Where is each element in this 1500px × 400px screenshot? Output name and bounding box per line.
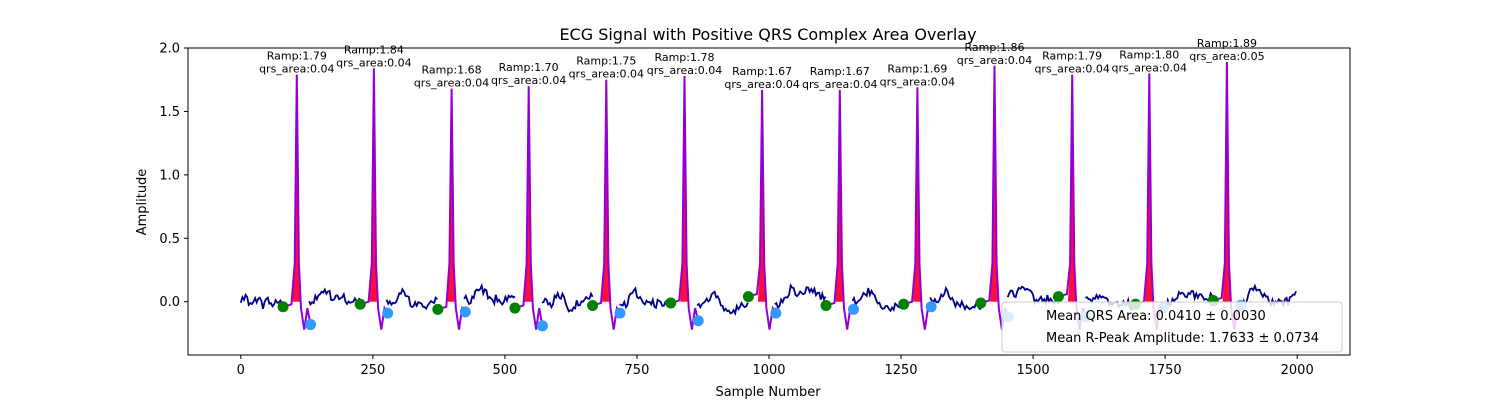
q-point-marker	[975, 297, 987, 309]
r-peak-ramp-label: Ramp:1.79	[1042, 50, 1102, 63]
q-point-marker	[354, 298, 366, 310]
q-point-marker	[665, 297, 677, 309]
q-point-marker	[1052, 291, 1064, 303]
x-tick-label: 1750	[1149, 363, 1182, 378]
qrs-segment-line	[903, 87, 932, 330]
r-peak-ramp-label: Ramp:1.78	[654, 51, 714, 64]
r-peak-ramp-label: Ramp:1.79	[267, 50, 327, 63]
r-peak-ramp-label: Ramp:1.67	[732, 65, 792, 78]
s-point-marker	[925, 301, 937, 313]
axes: 0 250 500 750 1000 1250 1500 1750 2000 0.0 0.5 1.0 1…	[159, 42, 1351, 378]
r-peak-ramp-label: Ramp:1.68	[422, 64, 482, 77]
x-tick-label: 1250	[884, 363, 917, 378]
qrs-segment-line	[825, 89, 854, 330]
y-tick-label: 0.0	[159, 295, 180, 310]
s-point-marker	[614, 307, 626, 319]
x-tick-label: 750	[625, 363, 650, 378]
r-peak-ramp-label: Ramp:1.75	[576, 55, 636, 68]
x-tick-label: 1500	[1017, 363, 1050, 378]
q-point-marker	[587, 300, 599, 312]
legend-box	[1001, 301, 1343, 353]
r-peak-area-label: qrs_area:0.04	[724, 78, 799, 91]
x-tick-label: 500	[492, 363, 517, 378]
y-tick-label: 1.5	[159, 105, 180, 120]
r-peak-area-label: qrs_area:0.04	[802, 78, 877, 91]
r-peak-ramp-label: Ramp:1.86	[965, 41, 1025, 54]
qrs-segment-line	[514, 86, 544, 330]
x-tick-label: 2000	[1281, 363, 1314, 378]
x-tick-label: 1000	[752, 363, 785, 378]
legend-entry: Mean QRS Area: 0.0410 ± 0.0030	[1046, 309, 1266, 324]
x-tick-label: 250	[360, 363, 385, 378]
y-tick-label: 1.0	[159, 168, 180, 183]
q-point-marker	[509, 302, 521, 314]
r-peak-area-label: qrs_area:0.04	[414, 77, 489, 90]
s-point-marker	[770, 307, 782, 319]
r-peak-area-label: qrs_area:0.04	[957, 54, 1032, 67]
chart-title: ECG Signal with Positive QRS Complex Are…	[559, 25, 976, 44]
r-peak-area-label: qrs_area:0.04	[336, 56, 411, 69]
r-peak-ramp-label: Ramp:1.69	[887, 62, 947, 75]
y-axis-title: Amplitude	[135, 169, 150, 236]
y-tick-label: 0.5	[159, 232, 180, 247]
y-tick-label: 2.0	[159, 42, 180, 57]
x-axis-title: Sample Number	[715, 385, 821, 400]
s-point-marker	[536, 320, 548, 332]
q-point-marker	[432, 303, 444, 315]
s-point-marker	[848, 303, 860, 315]
s-point-marker	[382, 307, 394, 319]
r-peak-area-label: qrs_area:0.04	[647, 64, 722, 77]
qrs-segment-line	[670, 75, 700, 330]
r-peak-ramp-label: Ramp:1.80	[1119, 48, 1179, 61]
r-peak-ramp-label: Ramp:1.70	[499, 61, 559, 74]
r-peak-ramp-label: Ramp:1.67	[810, 65, 870, 78]
r-peak-ramp-label: Ramp:1.84	[344, 43, 404, 56]
ecg-signal-line	[239, 282, 1297, 316]
q-point-marker	[820, 300, 832, 312]
x-tick-label: 0	[237, 363, 245, 378]
s-point-marker	[459, 306, 471, 318]
q-point-marker	[742, 291, 754, 303]
r-peak-area-label: qrs_area:0.04	[259, 63, 334, 76]
r-peak-ramp-label: Ramp:1.89	[1197, 37, 1257, 50]
legend-entry: Mean R-Peak Amplitude: 1.7633 ± 0.0734	[1046, 331, 1319, 346]
q-point-marker	[898, 298, 910, 310]
qrs-segment-line	[282, 74, 312, 330]
r-peak-area-label: qrs_area:0.04	[569, 68, 644, 81]
legend: Mean QRS Area: 0.0410 ± 0.0030 Mean R-Pea…	[1001, 301, 1343, 353]
r-peak-area-label: qrs_area:0.04	[1112, 61, 1187, 74]
q-point-marker	[277, 301, 289, 313]
r-peak-area-label: qrs_area:0.04	[1034, 63, 1109, 76]
r-peak-area-label: qrs_area:0.05	[1189, 50, 1264, 63]
r-peak-area-label: qrs_area:0.04	[491, 74, 566, 87]
s-point-marker	[305, 319, 317, 331]
r-peak-area-label: qrs_area:0.04	[880, 75, 955, 88]
plot-area: Ramp:1.79qrs_area:0.04Ramp:1.84qrs_area:…	[239, 37, 1297, 332]
s-point-marker	[692, 315, 704, 327]
